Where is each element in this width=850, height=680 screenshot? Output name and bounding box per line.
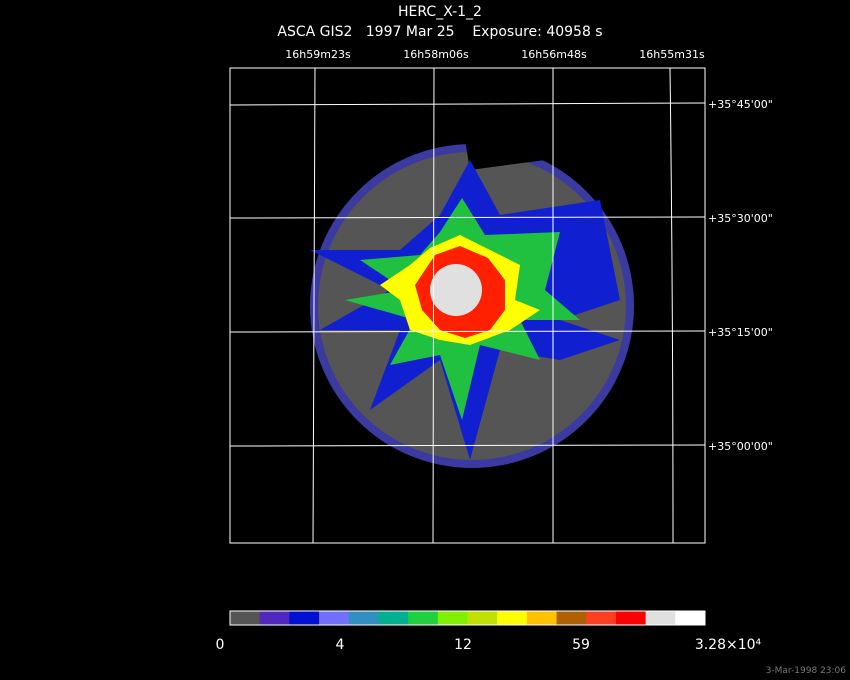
dec-grid-line	[229, 216, 706, 219]
footer-date: 3-Mar-1998 23:06	[766, 666, 847, 676]
colorbar-swatch	[230, 611, 261, 625]
colorbar-frame	[229, 610, 706, 626]
colorbar-label: 0	[216, 637, 225, 653]
colorbar-swatch	[378, 611, 409, 625]
colorbar-label: 12	[454, 637, 472, 653]
colorbar-label: 3.28×10⁴	[695, 637, 762, 653]
ra-label: 16h59m23s	[285, 48, 351, 61]
ra-label: 16h55m31s	[639, 48, 705, 61]
gap	[465, 140, 545, 170]
colorbar-label: 4	[336, 637, 345, 653]
sky-image	[310, 140, 634, 468]
colorbar-swatch	[289, 611, 320, 625]
colorbar-swatch	[526, 611, 558, 625]
ra-label: 16h58m06s	[403, 48, 469, 61]
colorbar-swatch	[645, 611, 676, 625]
core	[430, 264, 482, 316]
colorbar-swatch	[586, 611, 617, 625]
colorbar-swatch	[497, 611, 528, 625]
frame	[229, 67, 706, 544]
dec-grid-line	[229, 330, 706, 333]
ra-grid-line	[669, 67, 674, 544]
subtitle: ASCA GIS2 1997 Mar 25 Exposure: 40958 s	[277, 24, 602, 40]
ra-grid-line	[432, 67, 435, 544]
colorbar-swatch	[467, 611, 498, 625]
colorbar-swatch	[319, 611, 350, 625]
colorbar-label: 59	[572, 637, 590, 653]
ra-label: 16h56m48s	[521, 48, 587, 61]
dec-grid-line	[229, 102, 706, 106]
colorbar	[230, 611, 706, 625]
dec-label: +35°45'00"	[708, 98, 773, 111]
dec-grid-line	[229, 444, 706, 447]
coordinate-grid	[229, 67, 706, 544]
colorbar-swatch	[259, 611, 290, 625]
colorbar-swatch	[675, 611, 706, 625]
colorbar-swatch	[408, 611, 439, 625]
colorbar-swatch	[348, 611, 379, 625]
dec-label: +35°30'00"	[708, 212, 773, 225]
dec-label: +35°15'00"	[708, 326, 773, 339]
dec-label: +35°00'00"	[708, 440, 773, 453]
colorbar-swatch	[437, 611, 468, 625]
title: HERC_X-1_2	[398, 4, 482, 20]
colorbar-swatch	[556, 611, 587, 625]
colorbar-swatch	[615, 611, 647, 625]
